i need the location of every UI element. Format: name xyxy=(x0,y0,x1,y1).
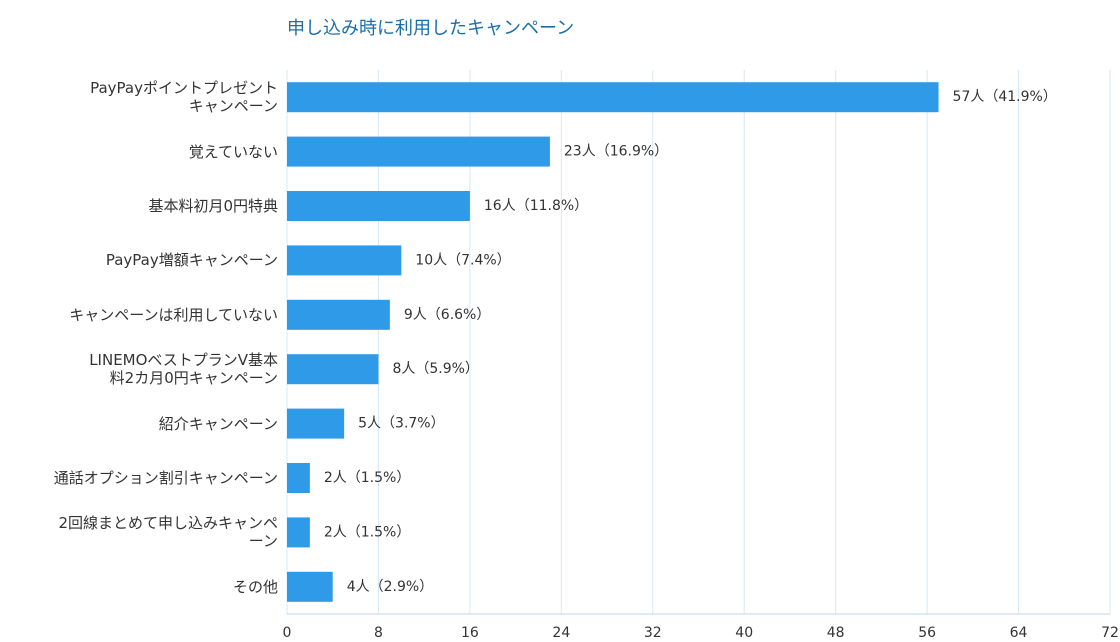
x-tick-label: 72 xyxy=(1101,625,1119,641)
x-tick-label: 32 xyxy=(644,625,662,641)
data-label: 23人（16.9%） xyxy=(564,144,668,160)
bar xyxy=(287,354,379,385)
data-label: 2人（1.5%） xyxy=(324,524,410,540)
bar xyxy=(287,463,310,493)
x-tick-label: 8 xyxy=(374,625,383,641)
bar xyxy=(287,517,310,548)
category-label: PayPayポイントプレゼント キャンペーン xyxy=(90,79,278,116)
category-label: 通話オプション割引キャンペーン xyxy=(53,469,278,487)
bar xyxy=(287,82,939,113)
data-label: 16人（11.8%） xyxy=(484,198,588,214)
bar xyxy=(287,299,390,330)
category-label: 2回線まとめて申し込みキャンペ ーン xyxy=(58,514,278,551)
data-label: 57人（41.9%） xyxy=(953,89,1057,105)
data-label: 2人（1.5%） xyxy=(324,470,410,486)
x-tick-label: 64 xyxy=(1010,625,1028,641)
category-label: その他 xyxy=(232,577,278,596)
x-tick-label: 40 xyxy=(735,625,753,641)
category-label: LINEMOベストプランV基本 料2カ月0円キャンペーン xyxy=(89,351,278,388)
data-label: 10人（7.4%） xyxy=(415,252,510,268)
x-tick-label: 48 xyxy=(827,625,845,641)
x-tick-label: 16 xyxy=(461,625,479,641)
data-label: 4人（2.9%） xyxy=(347,579,433,595)
x-tick-label: 0 xyxy=(283,625,292,641)
category-label: PayPay増額キャンペーン xyxy=(105,251,278,270)
bar xyxy=(287,191,470,221)
bar xyxy=(287,408,345,439)
bar xyxy=(287,136,550,167)
chart-title: 申し込み時に利用したキャンペーン xyxy=(287,18,575,39)
category-label: 覚えていない xyxy=(188,142,278,161)
x-tick-label: 56 xyxy=(918,625,936,641)
data-label: 9人（6.6%） xyxy=(404,307,490,323)
data-label: 5人（3.7%） xyxy=(358,416,444,432)
data-label: 8人（5.9%） xyxy=(392,361,478,377)
category-label: 基本料初月0円特典 xyxy=(148,197,278,215)
bar xyxy=(287,245,402,276)
category-label: キャンペーンは利用していない xyxy=(69,305,278,324)
x-tick-label: 24 xyxy=(552,625,570,641)
bar xyxy=(287,571,333,602)
category-label: 紹介キャンペーン xyxy=(158,414,278,433)
